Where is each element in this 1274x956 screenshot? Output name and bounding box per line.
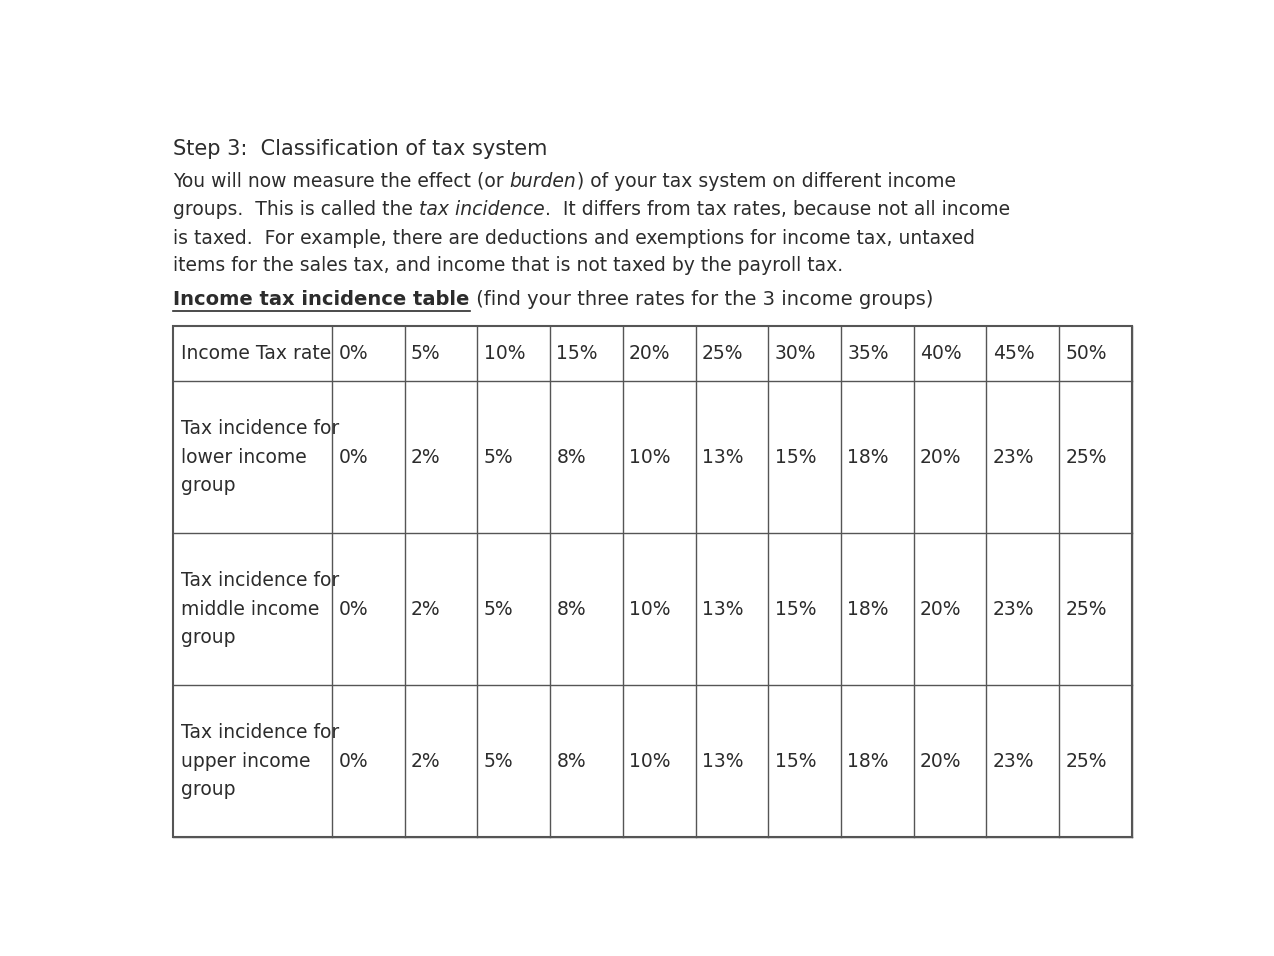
- Text: 30%: 30%: [775, 344, 817, 363]
- Text: middle income: middle income: [181, 599, 320, 619]
- Text: burden: burden: [510, 172, 577, 190]
- Text: 25%: 25%: [1065, 447, 1107, 467]
- Text: Income Tax rate: Income Tax rate: [181, 344, 331, 363]
- Text: Income tax incidence table: Income tax incidence table: [173, 291, 470, 310]
- Text: Tax incidence for: Tax incidence for: [181, 571, 339, 590]
- Text: 8%: 8%: [557, 447, 586, 467]
- Text: upper income: upper income: [181, 751, 311, 771]
- Text: items for the sales tax, and income that is not taxed by the payroll tax.: items for the sales tax, and income that…: [173, 256, 843, 275]
- Text: Tax incidence for: Tax incidence for: [181, 419, 339, 438]
- Text: 2%: 2%: [412, 599, 441, 619]
- Text: 20%: 20%: [920, 447, 962, 467]
- Text: 2%: 2%: [412, 447, 441, 467]
- Text: 10%: 10%: [629, 599, 670, 619]
- Text: 50%: 50%: [1065, 344, 1107, 363]
- Text: 18%: 18%: [847, 751, 889, 771]
- Text: 25%: 25%: [1065, 751, 1107, 771]
- Text: 5%: 5%: [412, 344, 441, 363]
- Text: 0%: 0%: [339, 599, 368, 619]
- Text: 10%: 10%: [629, 751, 670, 771]
- Text: (find your three rates for the 3 income groups): (find your three rates for the 3 income …: [470, 291, 933, 310]
- Text: 20%: 20%: [920, 751, 962, 771]
- Text: group: group: [181, 476, 236, 495]
- Text: 18%: 18%: [847, 599, 889, 619]
- Text: 15%: 15%: [557, 344, 598, 363]
- Text: 23%: 23%: [992, 447, 1034, 467]
- Text: 35%: 35%: [847, 344, 889, 363]
- Text: 13%: 13%: [702, 599, 743, 619]
- Text: lower income: lower income: [181, 447, 307, 467]
- Text: 18%: 18%: [847, 447, 889, 467]
- Text: 20%: 20%: [629, 344, 670, 363]
- Text: 25%: 25%: [1065, 599, 1107, 619]
- Text: Step 3:  Classification of tax system: Step 3: Classification of tax system: [173, 139, 548, 159]
- Text: 15%: 15%: [775, 751, 817, 771]
- Text: 8%: 8%: [557, 599, 586, 619]
- Text: 23%: 23%: [992, 599, 1034, 619]
- Text: 40%: 40%: [920, 344, 962, 363]
- Text: 13%: 13%: [702, 447, 743, 467]
- Text: Tax incidence for: Tax incidence for: [181, 723, 339, 742]
- Text: 0%: 0%: [339, 751, 368, 771]
- Text: group: group: [181, 780, 236, 799]
- Text: 20%: 20%: [920, 599, 962, 619]
- Text: 5%: 5%: [484, 447, 513, 467]
- Text: 8%: 8%: [557, 751, 586, 771]
- Text: 15%: 15%: [775, 447, 817, 467]
- Text: You will now measure the effect (or: You will now measure the effect (or: [173, 172, 510, 190]
- Text: tax incidence: tax incidence: [419, 200, 545, 219]
- Text: 45%: 45%: [992, 344, 1034, 363]
- Bar: [173, 326, 1131, 837]
- Text: 23%: 23%: [992, 751, 1034, 771]
- Text: 10%: 10%: [484, 344, 525, 363]
- Text: 5%: 5%: [484, 751, 513, 771]
- Text: ) of your tax system on different income: ) of your tax system on different income: [577, 172, 956, 190]
- Text: 13%: 13%: [702, 751, 743, 771]
- Text: is taxed.  For example, there are deductions and exemptions for income tax, unta: is taxed. For example, there are deducti…: [173, 228, 975, 248]
- Text: .  It differs from tax rates, because not all income: . It differs from tax rates, because not…: [545, 200, 1010, 219]
- Text: 2%: 2%: [412, 751, 441, 771]
- Text: 5%: 5%: [484, 599, 513, 619]
- Text: 0%: 0%: [339, 344, 368, 363]
- Text: group: group: [181, 628, 236, 647]
- Text: 10%: 10%: [629, 447, 670, 467]
- Text: 0%: 0%: [339, 447, 368, 467]
- Text: groups.  This is called the: groups. This is called the: [173, 200, 419, 219]
- Text: 25%: 25%: [702, 344, 743, 363]
- Text: 15%: 15%: [775, 599, 817, 619]
